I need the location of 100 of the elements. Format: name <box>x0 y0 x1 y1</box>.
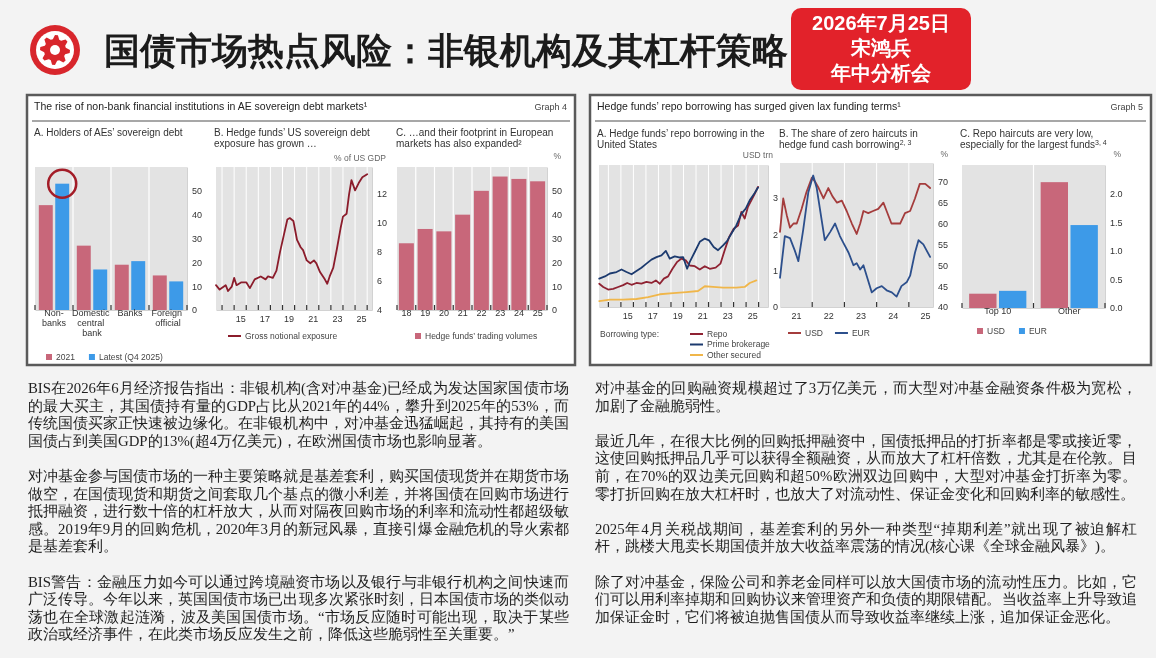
x-tick-label: Top 10 <box>984 306 1012 316</box>
y-tick-label: 20 <box>552 257 563 268</box>
x-tick-label: Foreign official <box>151 308 185 328</box>
legend-title: Borrowing type: <box>600 328 660 339</box>
legend-label: Latest (Q4 2025) <box>98 351 163 362</box>
y-tick-label: 0.5 <box>1110 274 1123 285</box>
x-tick-label: 21 <box>457 308 468 318</box>
bar <box>969 293 997 308</box>
y-axis-title: % <box>940 149 949 159</box>
x-tick-label: 19 <box>420 308 431 318</box>
text: 除了对冲基金，保险公司和养老金同样可以放大国债市场的流动性压力。比如，它们可以用利率掉期和回购协议来管理资产和负债的期限错配。当收益率上升导致追加保证金时，它们将被迫抛售国债从而导致收益率继续上涨，追加保证金恶化。 <box>595 573 1137 627</box>
chart-title: A. Hedge funds’ repo borrowing in the United States <box>597 128 768 150</box>
y-tick-label: 0 <box>773 302 779 313</box>
text: BIS警告：金融压力如今可以通过跨境融资市场以及银行与非银行机构之间快速而广泛传导。今年以来，英国国债市场已出现多次紧张时刻，日本国债市场的类似动荡也在全球激起涟漪，波及美国国债市场。“市场反应随时可能出现，取决于某些政治或经济事件，在此类市场反应发生之前，降低这些脆弱性至关重要。” <box>28 573 569 644</box>
caption: Graph 4 <box>534 102 567 112</box>
y-tick-label: 4 <box>377 305 383 316</box>
x-tick-label: 20 <box>438 308 449 318</box>
x-tick-label: 25 <box>920 311 931 322</box>
y-tick-label: 40 <box>552 210 563 221</box>
text: Hedge funds’ repo borrowing has surged given lax funding terms¹ <box>597 100 902 112</box>
x-tick-label: 15 <box>622 311 633 322</box>
bar <box>1070 225 1098 308</box>
y-tick-label: 6 <box>377 276 383 287</box>
x-tick-label: Non-banks <box>41 308 67 328</box>
text: 国债市场热点风险：非银机构及其杠杆策略 <box>104 30 788 71</box>
legend-label: 2021 <box>56 351 76 362</box>
bar <box>455 214 471 310</box>
x-tick-label: 21 <box>308 314 319 325</box>
x-tick-label: Banks <box>117 308 144 318</box>
bar <box>473 190 489 310</box>
y-tick-label: 8 <box>377 247 383 258</box>
y-tick-label: 2 <box>773 229 779 240</box>
x-tick-label: 19 <box>284 314 295 325</box>
bar <box>114 264 129 310</box>
chart-title: B. Hedge funds’ US sovereign debt exposure has grown … <box>214 127 373 149</box>
x-tick-label: 24 <box>888 311 899 322</box>
text: The rise of non-bank financial institutions in AE sovereign debt markets¹ <box>34 100 368 112</box>
chart-title: B. The share of zero haircuts in hedge fund cash borrowing$^{2, 3}$ <box>779 128 921 150</box>
bar <box>999 290 1027 308</box>
x-tick-label: 22 <box>823 311 834 322</box>
chart-title: A. Holders of AEs’ sovereign debt <box>34 127 183 138</box>
y-tick-label: 30 <box>192 233 203 244</box>
y-tick-label: 0 <box>552 305 558 316</box>
x-tick-label: Other <box>1057 306 1081 316</box>
y-tick-label: 10 <box>552 281 563 292</box>
legend-label: Repo <box>707 328 728 339</box>
y-tick-label: 10 <box>192 281 203 292</box>
bar <box>131 261 146 310</box>
y-tick-label: 30 <box>552 233 563 244</box>
chart-title: C. Repo haircuts are very low, especially for the largest funds$^{3, 4}$ <box>960 128 1107 150</box>
bar <box>1040 182 1068 308</box>
bar <box>398 243 414 310</box>
x-tick-label: 22 <box>476 308 487 318</box>
y-tick-label: 1.5 <box>1110 217 1123 228</box>
text: BIS在2026年6月经济报告指出：非银机构(含对冲基金)已经成为发达国家国债市场的最大买主，其国债持有量的GDP占比从2021年的44%，攀升到2025年的53%，而传统国债买家正快速被边缘化。在非银机构中，对冲基金迅猛崛起，其持有的美国国债占到美国GDP的13%(超4万亿美元)，在欧洲国债市场也影响显著。 <box>28 380 569 451</box>
bar <box>417 228 433 310</box>
x-tick-label: 24 <box>513 308 524 318</box>
y-tick-label: 3 <box>773 193 779 204</box>
chart-title: C. …and their footprint in European markets has also expanded² <box>396 127 557 149</box>
y-tick-label: 10 <box>377 217 388 228</box>
y-tick-label: 50 <box>938 260 949 271</box>
line-series <box>779 176 931 235</box>
line-series <box>598 279 758 303</box>
y-tick-label: 50 <box>552 186 563 197</box>
y-tick-label: 0 <box>192 305 198 316</box>
x-tick-label: 19 <box>672 311 683 322</box>
legend-label: Hedge funds’ trading volumes <box>425 330 538 341</box>
x-tick-label: 25 <box>532 308 543 318</box>
x-tick-label: 21 <box>697 311 708 322</box>
legend-label: EUR <box>1028 325 1047 336</box>
y-tick-label: 12 <box>377 188 388 199</box>
y-tick-label: 70 <box>938 177 949 188</box>
y-tick-label: 1.0 <box>1110 246 1123 257</box>
text: 对冲基金参与国债市场的一种主要策略就是基差套利，购买国债现货并在期货市场做空，在国债现货和期货之间套取几个基点的微小利差，并将国债在回购市场进行抵押融资，进行数十倍的杠杆放大，从而对隔夜回购市场的利率和流动性都超级敏感。2019年9月的回购危机，2020年3月的新冠风暴，直接引爆金融危机的导火索都是基差套利。 <box>28 467 569 556</box>
y-tick-label: 55 <box>938 239 949 250</box>
x-tick-label: 23 <box>332 314 343 325</box>
bar <box>492 176 508 310</box>
y-tick-label: 20 <box>192 257 203 268</box>
legend-label: USD <box>805 327 823 338</box>
y-axis-title: % <box>553 151 562 161</box>
x-tick-label: Domestic central bank <box>71 308 113 338</box>
bar <box>530 181 546 310</box>
x-tick-label: 17 <box>259 314 270 325</box>
y-tick-label: 40 <box>938 302 949 313</box>
bar <box>93 269 108 310</box>
text: 2026年7月25日 <box>812 12 950 34</box>
y-tick-label: 45 <box>938 281 949 292</box>
y-tick-label: 65 <box>938 198 949 209</box>
y-tick-label: 1 <box>773 265 779 276</box>
text: 年中分析会 <box>830 62 932 84</box>
x-tick-label: 25 <box>747 311 758 322</box>
bar <box>76 245 91 310</box>
x-tick-label: 15 <box>235 314 246 325</box>
bar <box>511 178 527 310</box>
x-tick-label: 23 <box>856 311 867 322</box>
y-tick-label: 50 <box>192 186 203 197</box>
legend-label: Other secured <box>707 349 762 360</box>
y-axis-title: USD trn <box>742 150 774 160</box>
x-tick-label: 23 <box>495 308 506 318</box>
y-tick-label: 2.0 <box>1110 188 1123 199</box>
